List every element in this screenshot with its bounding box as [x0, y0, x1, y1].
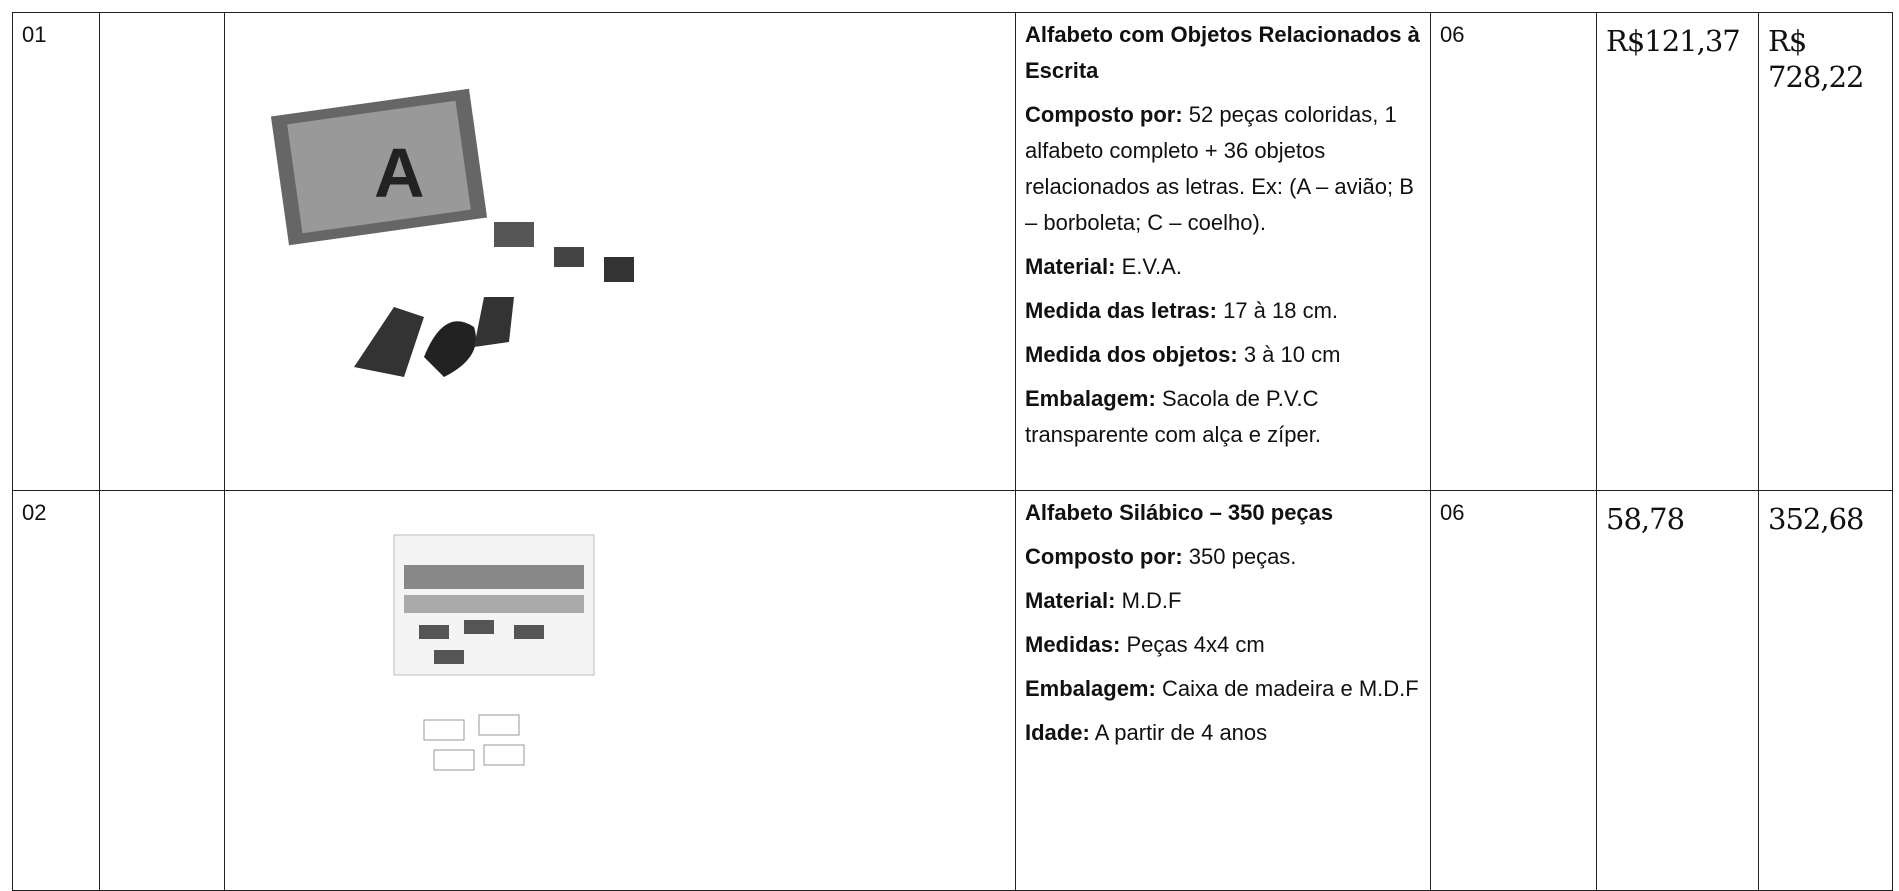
field: Embalagem: Sacola de P.V.C transparente … — [1025, 381, 1421, 453]
field-label: Medida das letras: — [1025, 298, 1217, 323]
field-text: 350 peças. — [1188, 544, 1297, 569]
field: Medidas: Peças 4x4 cm — [1025, 627, 1421, 663]
field: Material: E.V.A. — [1025, 249, 1421, 285]
field: Medida das letras: 17 à 18 cm. — [1025, 293, 1421, 329]
field: Material: M.D.F — [1025, 583, 1421, 619]
item: 01 — [12, 12, 100, 491]
empty-cell — [99, 12, 225, 491]
total: 352,68 — [1758, 490, 1893, 891]
description: Alfabeto Silábico – 350 peças Composto p… — [1015, 490, 1431, 891]
quantity: 06 — [1430, 490, 1597, 891]
product-table: 01 A Alfabeto com Objetos Relacionados à… — [12, 12, 1893, 891]
unit-price: 58,78 — [1596, 490, 1759, 891]
image-cell: A — [224, 12, 1016, 491]
field-label: Medidas: — [1025, 632, 1121, 657]
field-text: 3 à 10 cm — [1243, 342, 1341, 367]
quantity: 06 — [1430, 12, 1597, 491]
item: 02 — [12, 490, 100, 891]
product-image: A — [270, 88, 634, 377]
field-text: Peças 4x4 cm — [1126, 632, 1265, 657]
field-text: Sacola de P.V.C transparente com alça e … — [1025, 386, 1321, 447]
field-text: E.V.A. — [1121, 254, 1182, 279]
field-text: A partir de 4 anos — [1094, 720, 1268, 745]
field: Composto por: 52 peças coloridas, 1 alfa… — [1025, 97, 1421, 241]
product-image — [393, 534, 595, 771]
field-label: Composto por: — [1025, 544, 1183, 569]
field-text: 17 à 18 cm. — [1223, 298, 1339, 323]
product-title: Alfabeto Silábico – 350 peças — [1025, 500, 1334, 525]
field: Embalagem: Caixa de madeira e M.D.F — [1025, 671, 1421, 707]
image-cell — [224, 490, 1016, 891]
svg-text:A: A — [374, 134, 425, 212]
field-label: Medida dos objetos: — [1025, 342, 1238, 367]
unit-price: R$121,37 — [1596, 12, 1759, 491]
field-label: Composto por: — [1025, 102, 1183, 127]
field-label: Material: — [1025, 254, 1116, 279]
description: Alfabeto com Objetos Relacionados à Escr… — [1015, 12, 1431, 491]
field-label: Material: — [1025, 588, 1116, 613]
field-text: Caixa de madeira e M.D.F — [1161, 676, 1419, 701]
field: Composto por: 350 peças. — [1025, 539, 1421, 575]
page: 01 A Alfabeto com Objetos Relacionados à… — [12, 12, 1893, 891]
field-label: Embalagem: — [1025, 386, 1156, 411]
field: Medida dos objetos: 3 à 10 cm — [1025, 337, 1421, 373]
field: Idade: A partir de 4 anos — [1025, 715, 1421, 751]
field-text: 52 peças coloridas, 1 alfabeto completo … — [1025, 102, 1414, 235]
empty-cell — [99, 490, 225, 891]
row: 01 A Alfabeto com Objetos Relacionados à… — [12, 12, 1893, 491]
field-label: Idade: — [1025, 720, 1090, 745]
product-title: Alfabeto com Objetos Relacionados à Escr… — [1025, 22, 1420, 83]
field-text: M.D.F — [1121, 588, 1182, 613]
total: R$ 728,22 — [1758, 12, 1893, 491]
row: 02 Alfabeto Silábico – 350 peças Compost… — [12, 490, 1893, 891]
field-label: Embalagem: — [1025, 676, 1156, 701]
